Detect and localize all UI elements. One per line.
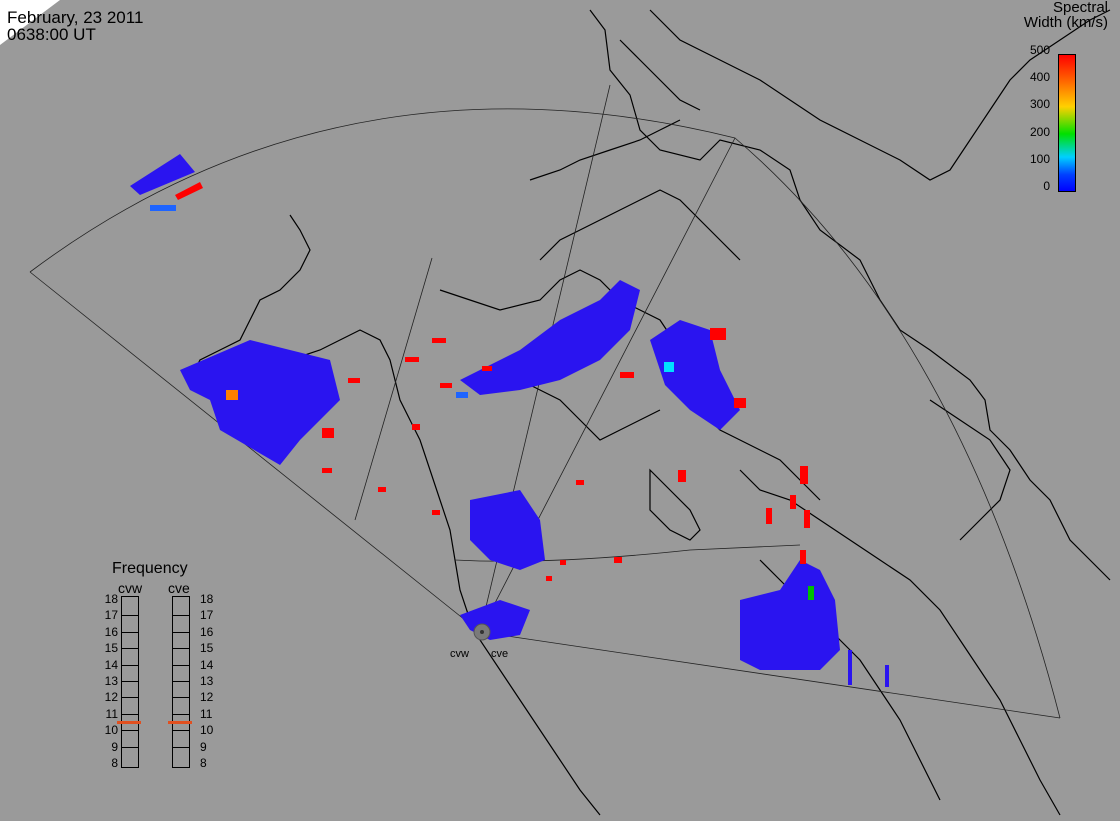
frequency-label-left: 14 (104, 657, 118, 672)
radar-label-east: cve (491, 648, 509, 660)
frequency-label-right: 18 (200, 592, 214, 606)
colorbar-tick-label: 400 (1029, 70, 1050, 85)
ellesmere (619, 39, 701, 111)
colorbar-strip (1058, 54, 1076, 192)
frequency-label-left: 13 (104, 674, 118, 688)
labrador (929, 399, 1011, 541)
frequency-gridline (121, 648, 138, 650)
frequency-gridline (121, 713, 138, 715)
colorbar-tick-label: 200 (1029, 124, 1050, 139)
frequency-indicator-cve (168, 721, 192, 724)
frequency-label-right: 8 (200, 756, 207, 770)
pacific-coast (189, 214, 601, 816)
frequency-gridline (121, 631, 138, 633)
frequency-label-left: 11 (105, 706, 118, 721)
frequency-label-left: 10 (104, 723, 118, 738)
frequency-label-right: 17 (200, 608, 214, 623)
frequency-label-right: 14 (200, 657, 214, 672)
frequency-label-right: 16 (200, 624, 214, 639)
frequency-column-cvw (121, 596, 139, 768)
frequency-label-left: 17 (104, 608, 118, 623)
colorbar-tick-label: 0 (1043, 179, 1050, 193)
frequency-label-right: 12 (200, 690, 214, 705)
frequency-label-left: 15 (104, 641, 118, 656)
scatter-orange (226, 390, 238, 400)
frequency-left-label: cvw (118, 580, 143, 596)
frequency-gridline (172, 681, 189, 682)
archipelago-2 (529, 119, 681, 181)
frequency-column-cve (172, 596, 190, 768)
fov-range-arc (454, 544, 801, 562)
hudson-coast (439, 269, 821, 501)
scatter-red (175, 182, 810, 581)
frequency-gridline (172, 664, 189, 666)
colorbar-tick-label: 100 (1029, 151, 1050, 166)
frequency-gridline (172, 648, 189, 650)
frequency-label-left: 8 (111, 756, 118, 770)
corner-wedge (0, 0, 60, 45)
plot-date: February, 23 2011 (7, 8, 144, 27)
frequency-gridline (172, 631, 189, 633)
fov-west-inner (354, 257, 433, 521)
frequency-gridline (172, 697, 189, 699)
frequency-label-left: 18 (104, 592, 118, 606)
scatter-blue (130, 154, 889, 687)
greenland-coast (649, 9, 1111, 181)
frequency-gridline (121, 615, 138, 617)
lake-outline (649, 468, 701, 541)
radar-label-west: cvw (450, 648, 469, 660)
frequency-gridline (172, 615, 189, 617)
frequency-gridline (121, 730, 138, 732)
frequency-label-right: 15 (200, 641, 214, 656)
colorbar-tick-label: 300 (1029, 97, 1050, 112)
frequency-gridline (121, 681, 138, 682)
radar-site-dot (480, 630, 484, 634)
colorbar-title-line2: Width (km/s) (1023, 14, 1108, 31)
frequency-right-label: cve (168, 580, 190, 596)
frequency-label-right: 13 (200, 674, 214, 688)
frequency-title: Frequency (112, 560, 188, 577)
colorbar-title: Spectral Width (km/s) (1024, 0, 1108, 30)
colorbar-tick-label: 500 (1029, 43, 1050, 57)
frequency-gridline (172, 713, 189, 715)
frequency-gridline (121, 746, 138, 748)
frequency-label-left: 12 (104, 690, 118, 705)
frequency-label-right: 10 (200, 723, 214, 738)
scatter-cyan (664, 362, 674, 372)
bay-inner (519, 379, 661, 441)
frequency-gridline (121, 664, 138, 666)
frequency-label-right: 11 (200, 706, 213, 721)
frequency-indicator-cvw (117, 721, 141, 724)
coastline-group (189, 9, 1111, 816)
fov-east-edge (479, 631, 1061, 719)
frequency-gridline (172, 746, 189, 748)
frequency-label-left: 16 (104, 624, 118, 639)
frequency-label-left: 9 (111, 739, 118, 754)
scatter-lightblue (150, 205, 176, 211)
fov-west-edge (29, 271, 481, 633)
scatter-lightblue-2 (456, 392, 468, 398)
colorbar-title-line1: Spectral (1052, 0, 1108, 16)
arctic-coast (589, 9, 1111, 581)
frequency-gridline (172, 730, 189, 732)
frequency-gridline (121, 697, 138, 699)
archipelago-1 (539, 189, 741, 261)
plot-time: 0638:00 UT (7, 25, 96, 44)
scatter-green (808, 586, 814, 600)
frequency-label-right: 9 (200, 739, 207, 754)
